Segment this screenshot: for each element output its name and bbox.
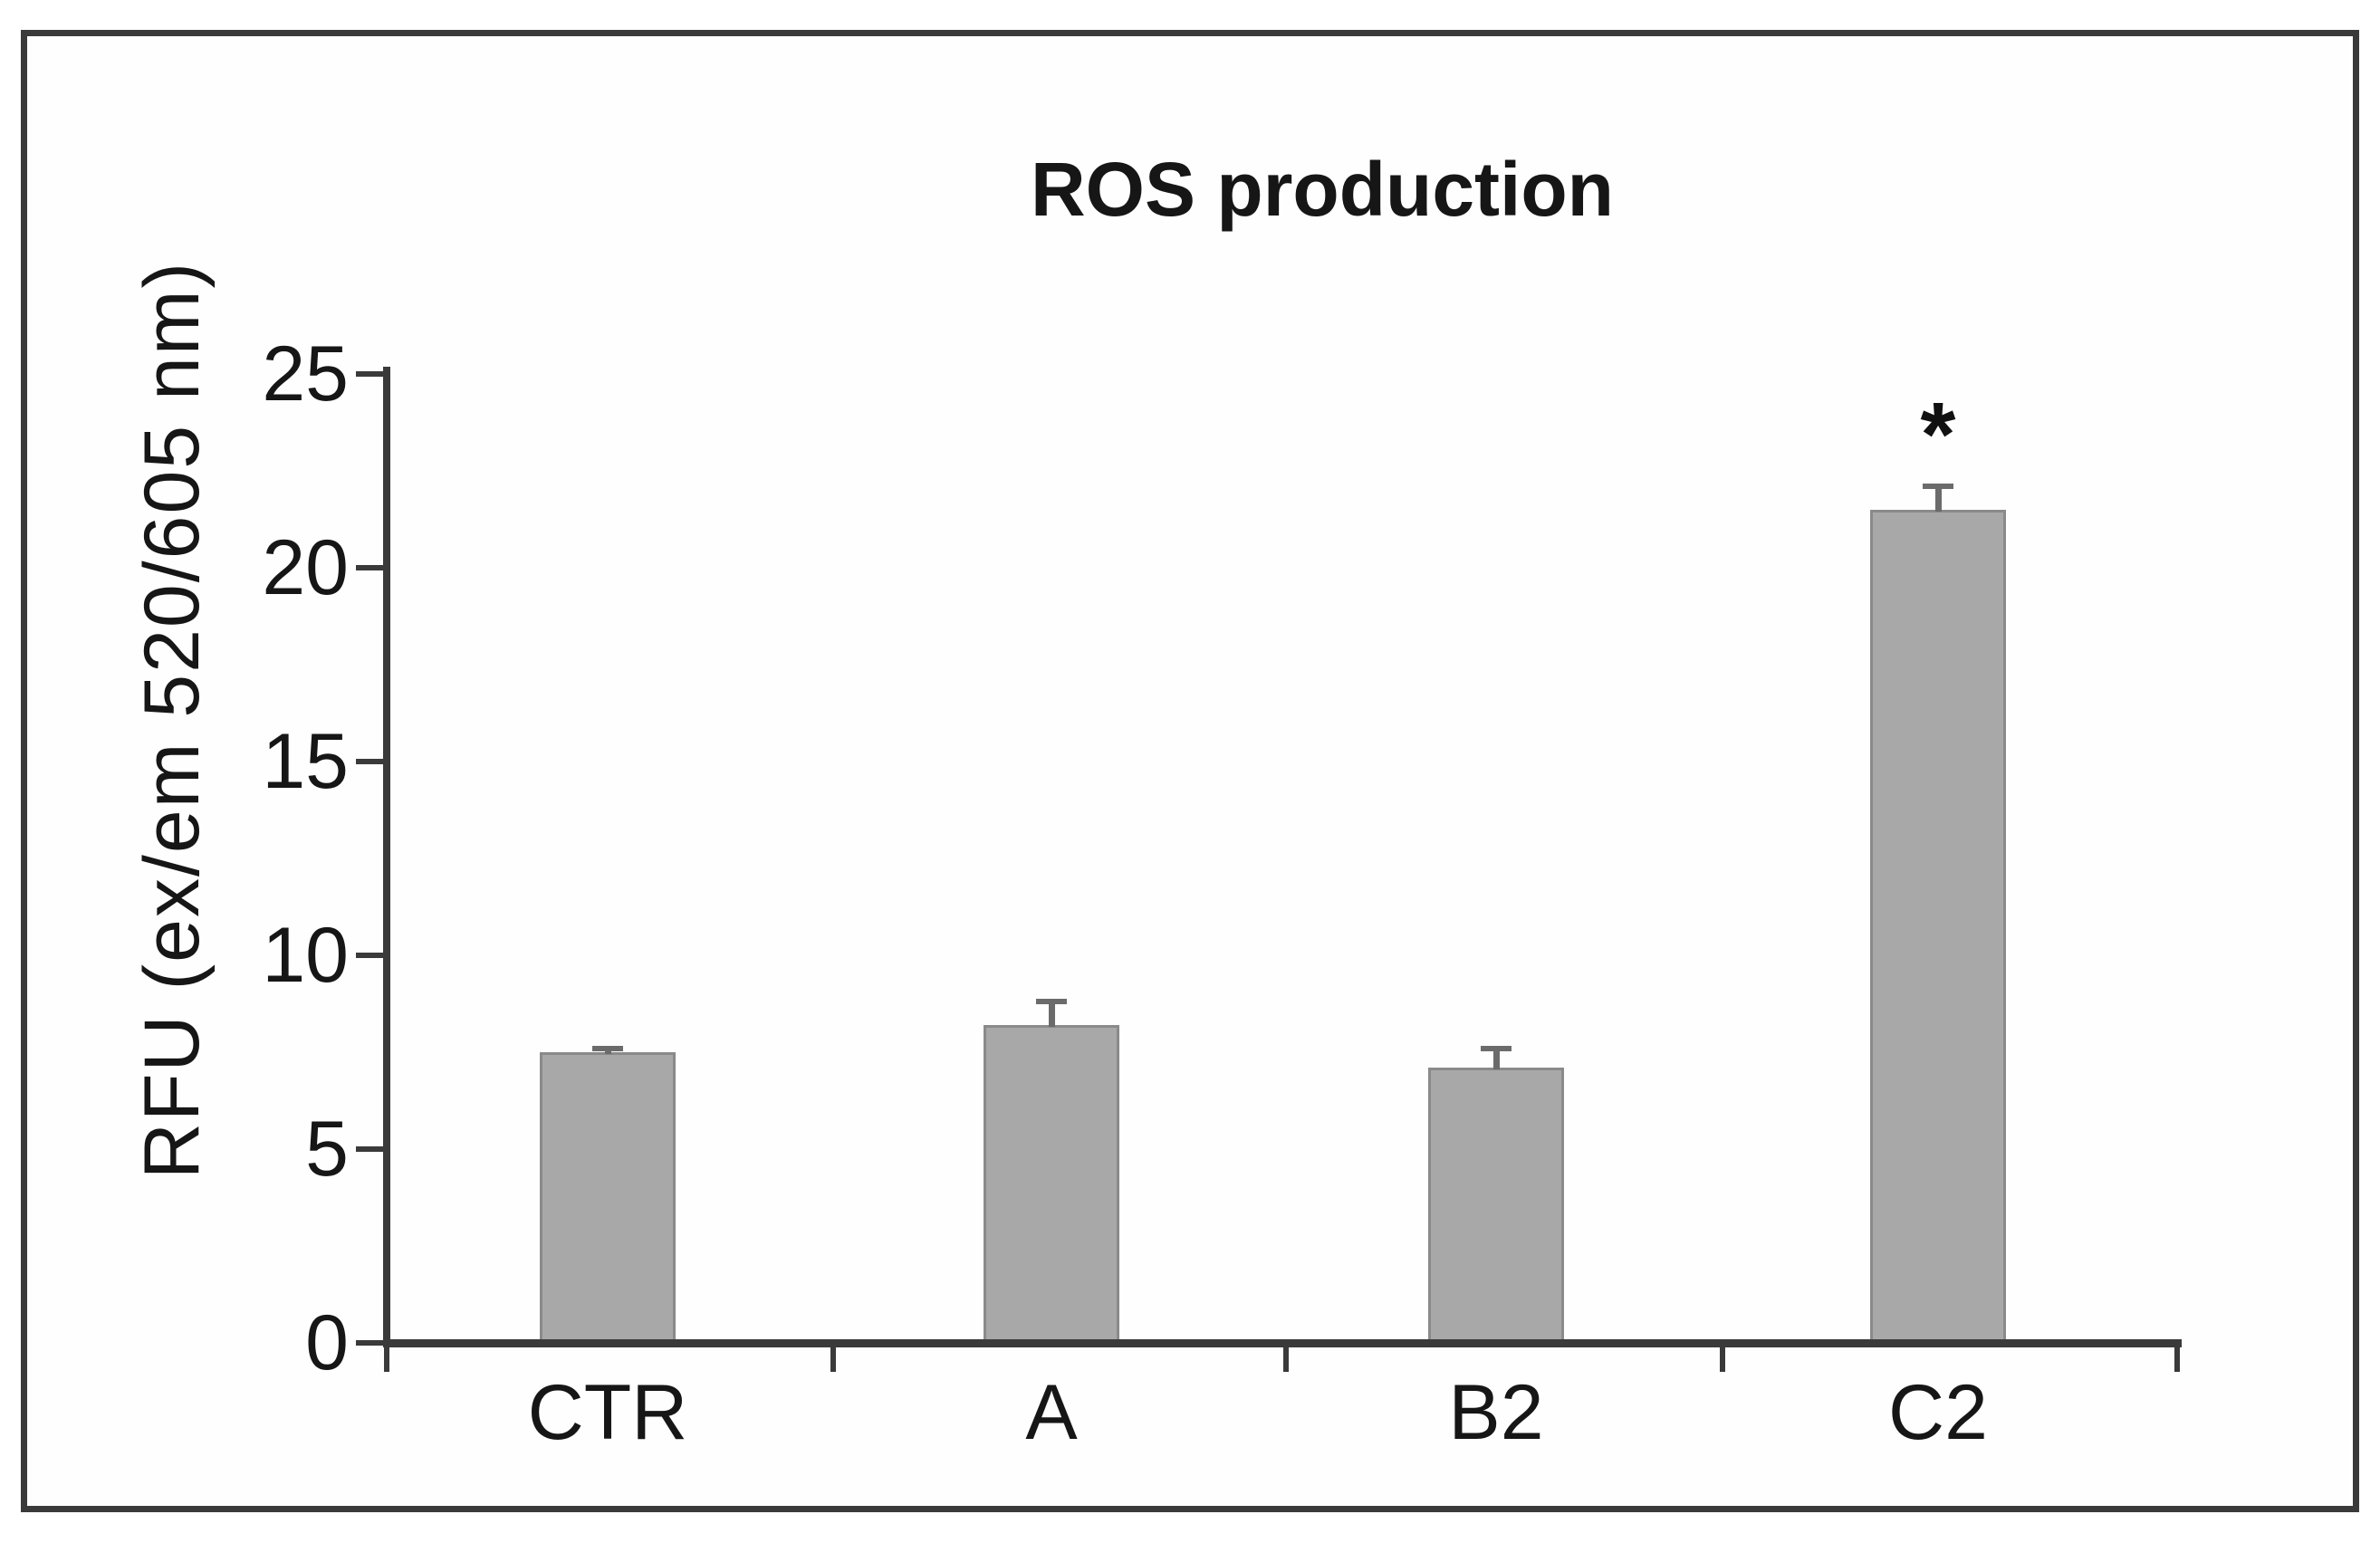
x-category-label-B2: B2 [1448, 1369, 1544, 1456]
y-tick [356, 759, 387, 764]
error-bar-cap-B2 [1481, 1045, 1511, 1051]
y-tick-label: 0 [305, 1299, 349, 1386]
figure-frame [21, 30, 2359, 1512]
y-tick-label: 20 [262, 524, 349, 611]
chart-title: ROS production [1031, 147, 1614, 232]
x-tick [2174, 1347, 2180, 1372]
bar-A [984, 1025, 1119, 1345]
x-category-label-A: A [1025, 1369, 1078, 1456]
error-bar-cap-C2 [1923, 484, 1953, 490]
error-bar-stem-C2 [1935, 486, 1942, 512]
error-bar-cap-CTR [592, 1045, 623, 1051]
y-tick-label: 25 [262, 331, 349, 417]
bar-B2 [1428, 1068, 1564, 1345]
x-tick [1720, 1347, 1725, 1372]
y-tick [356, 953, 387, 958]
significance-asterisk: * [1920, 384, 1956, 485]
x-category-label-CTR: CTR [527, 1369, 688, 1456]
x-tick [830, 1347, 836, 1372]
y-axis-line [383, 367, 390, 1347]
bar-CTR [540, 1052, 676, 1345]
error-bar-cap-A [1036, 999, 1067, 1005]
x-category-label-C2: C2 [1888, 1369, 1988, 1456]
y-tick-label: 10 [262, 912, 349, 999]
error-bar-stem-CTR [605, 1048, 611, 1054]
y-tick [356, 371, 387, 377]
error-bar-stem-A [1049, 1002, 1055, 1028]
bar-C2 [1870, 509, 2006, 1345]
error-bar-stem-B2 [1493, 1048, 1500, 1070]
y-tick-label: 15 [262, 718, 349, 805]
y-tick [356, 565, 387, 570]
x-tick [384, 1347, 389, 1372]
y-tick-label: 5 [305, 1106, 349, 1193]
y-tick [356, 1340, 387, 1346]
x-tick [1283, 1347, 1289, 1372]
x-axis-line [383, 1339, 2182, 1347]
y-tick [356, 1146, 387, 1152]
